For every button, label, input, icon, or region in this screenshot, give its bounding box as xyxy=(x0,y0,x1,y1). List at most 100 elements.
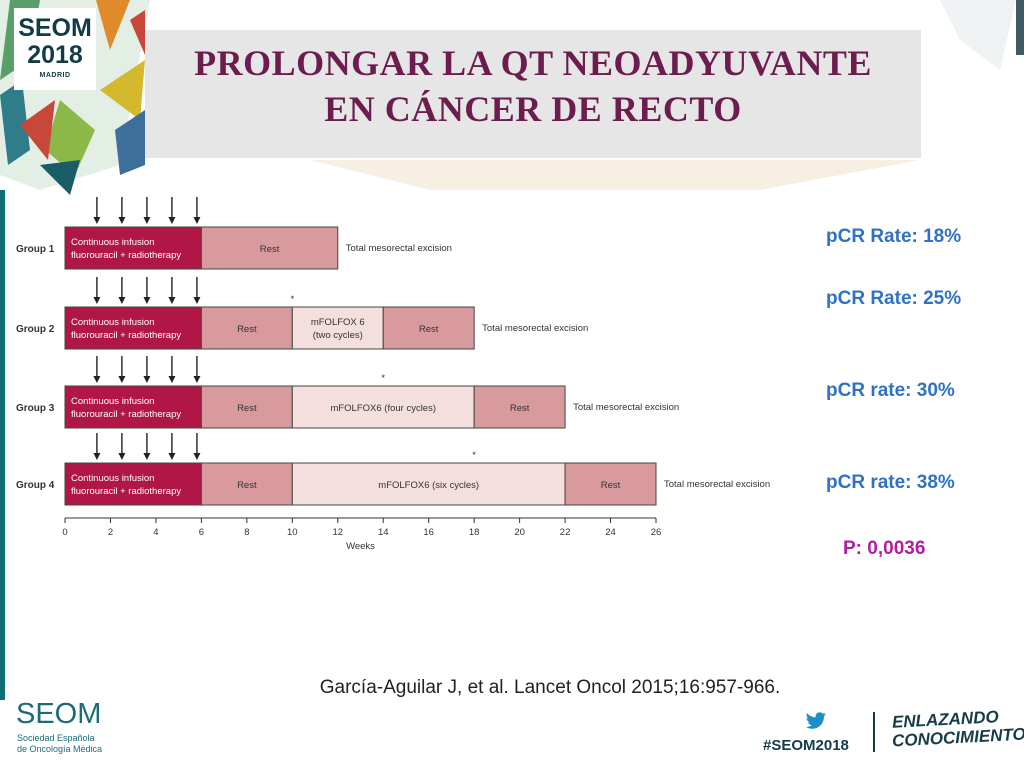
group-1-arrowhead-1 xyxy=(93,217,101,224)
group-3-segment-crt-1 xyxy=(64,385,202,429)
group-1-end-label: Total mesorectal excision xyxy=(346,243,452,254)
p-value: P: 0,0036 xyxy=(843,538,926,559)
pcr-rate-group-4: pCR rate: 38% xyxy=(826,472,955,493)
group-2-star: * xyxy=(290,294,294,305)
group-1-arrowhead-5 xyxy=(193,217,201,224)
footer-org-line2: de Oncología Médica xyxy=(17,744,103,754)
group-2-segment-crt-1 xyxy=(64,306,202,350)
citation: García-Aguilar J, et al. Lancet Oncol 20… xyxy=(319,677,781,698)
x-tick-label-14: 14 xyxy=(378,527,389,538)
x-tick-label-18: 18 xyxy=(469,527,480,538)
group-2-end-label: Total mesorectal excision xyxy=(482,323,588,334)
group-2-segment-4-text-1: Rest xyxy=(419,324,439,335)
group-3-label: Group 3 xyxy=(16,403,55,414)
right-accent-bar xyxy=(1016,0,1024,55)
group-3-segment-4-text-1: Rest xyxy=(510,403,530,414)
x-tick-label-26: 26 xyxy=(651,527,662,538)
x-tick-label-24: 24 xyxy=(605,527,616,538)
group-4-segment-2-text-1: Rest xyxy=(237,480,257,491)
group-2-segment-1-text-1: Continuous infusion xyxy=(71,317,154,328)
x-tick-label-6: 6 xyxy=(199,527,204,538)
group-3-segment-mfolfox-3 xyxy=(291,385,475,429)
group-3-arrowhead-1 xyxy=(93,376,101,383)
group-2-segment-mfolfox-3 xyxy=(291,306,384,350)
group-2-label: Group 2 xyxy=(16,324,55,335)
group-4-arrowhead-2 xyxy=(118,453,126,460)
left-accent-bar xyxy=(0,190,5,700)
x-tick-label-4: 4 xyxy=(153,527,158,538)
group-3-end-label: Total mesorectal excision xyxy=(573,402,679,413)
group-4-segment-rest-2 xyxy=(200,462,293,506)
group-3-arrowhead-3 xyxy=(143,376,151,383)
x-tick-label-12: 12 xyxy=(332,527,343,538)
footer-divider xyxy=(873,712,875,752)
group-3-segment-1-text-1: Continuous infusion xyxy=(71,396,154,407)
group-3-arrowhead-4 xyxy=(168,376,176,383)
group-4-star: * xyxy=(472,450,476,461)
x-tick-label-0: 0 xyxy=(62,527,67,538)
pcr-rate-group-3: pCR rate: 30% xyxy=(826,380,955,401)
group-4-segment-3-text-1: mFOLFOX6 (six cycles) xyxy=(378,480,479,491)
group-4-arrowhead-1 xyxy=(93,453,101,460)
group-1-arrowhead-3 xyxy=(143,217,151,224)
group-3-segment-rest-4 xyxy=(473,385,566,429)
twitter-icon[interactable] xyxy=(805,712,827,730)
treatment-schedule-diagram: Group 1 Continuous infusion fluorouracil +… xyxy=(16,197,770,552)
group-4-arrowhead-4 xyxy=(168,453,176,460)
x-tick-label-8: 8 xyxy=(244,527,249,538)
group-4-end-label: Total mesorectal excision xyxy=(664,479,770,490)
group-1-segment-crt-1 xyxy=(64,226,202,270)
group-4-segment-1-text-1: Continuous infusion xyxy=(71,473,154,484)
group-3-segment-1-text-2: fluorouracil + radiotherapy xyxy=(71,409,181,420)
group-4-segment-1-text-2: fluorouracil + radiotherapy xyxy=(71,486,181,497)
footer-org-name: SEOM xyxy=(16,698,102,730)
x-tick-label-16: 16 xyxy=(423,527,434,538)
logo-name: SEOM xyxy=(18,14,92,42)
logo-city: MADRID xyxy=(39,72,71,79)
group-4-segment-rest-4 xyxy=(564,462,657,506)
group-3-segment-2-text-1: Rest xyxy=(237,403,257,414)
group-2-segment-2-text-1: Rest xyxy=(237,324,257,335)
slide-title-line1: PROLONGAR LA QT NEOADYUVANTE xyxy=(194,43,872,83)
pcr-rate-group-2: pCR Rate: 25% xyxy=(826,288,962,309)
group-2-segment-1-text-2: fluorouracil + radiotherapy xyxy=(71,330,181,341)
group-2-segment-3-text-1: mFOLFOX 6 xyxy=(311,317,365,328)
group-1-label: Group 1 xyxy=(16,244,55,255)
group-3-segment-rest-2 xyxy=(200,385,293,429)
group-1-segment-rest-2 xyxy=(200,226,339,270)
x-tick-label-22: 22 xyxy=(560,527,571,538)
group-1-segment-1-text-1: Continuous infusion xyxy=(71,237,154,248)
group-3-segment-3-text-1: mFOLFOX6 (four cycles) xyxy=(330,403,436,414)
footer-org-line1: Sociedad Española xyxy=(17,733,95,743)
group-4-segment-mfolfox-3 xyxy=(291,462,566,506)
slide-title-line2: EN CÁNCER DE RECTO xyxy=(324,89,742,129)
group-3-star: * xyxy=(381,373,385,384)
event-hashtag: #SEOM2018 xyxy=(763,737,849,754)
x-axis-label: Weeks xyxy=(346,541,375,552)
group-3-arrowhead-5 xyxy=(193,376,201,383)
pcr-rate-group-1: pCR Rate: 18% xyxy=(826,226,962,247)
group-4-arrowhead-3 xyxy=(143,453,151,460)
group-2-segment-rest-4 xyxy=(382,306,475,350)
group-2-arrowhead-1 xyxy=(93,297,101,304)
x-tick-label-20: 20 xyxy=(514,527,525,538)
group-4-label: Group 4 xyxy=(16,480,55,491)
logo-year: 2018 xyxy=(27,41,83,69)
group-4-segment-4-text-1: Rest xyxy=(601,480,621,491)
group-1-arrowhead-2 xyxy=(118,217,126,224)
seom-2018-logo: SEOM 2018 MADRID xyxy=(14,8,96,90)
group-2-arrowhead-3 xyxy=(143,297,151,304)
group-2-arrowhead-5 xyxy=(193,297,201,304)
group-2-arrowhead-2 xyxy=(118,297,126,304)
group-1-segment-2-text-1: Rest xyxy=(260,244,280,255)
x-tick-label-2: 2 xyxy=(108,527,113,538)
title-banner: PROLONGAR LA QT NEOADYUVANTE EN CÁNCER D… xyxy=(145,30,921,158)
x-tick-label-10: 10 xyxy=(287,527,298,538)
group-2-segment-3-text-2: (two cycles) xyxy=(313,330,363,341)
group-2-arrowhead-4 xyxy=(168,297,176,304)
group-1-arrowhead-4 xyxy=(168,217,176,224)
group-1-segment-1-text-2: fluorouracil + radiotherapy xyxy=(71,250,181,261)
group-3-arrowhead-2 xyxy=(118,376,126,383)
group-4-segment-crt-1 xyxy=(64,462,202,506)
group-4-arrowhead-5 xyxy=(193,453,201,460)
